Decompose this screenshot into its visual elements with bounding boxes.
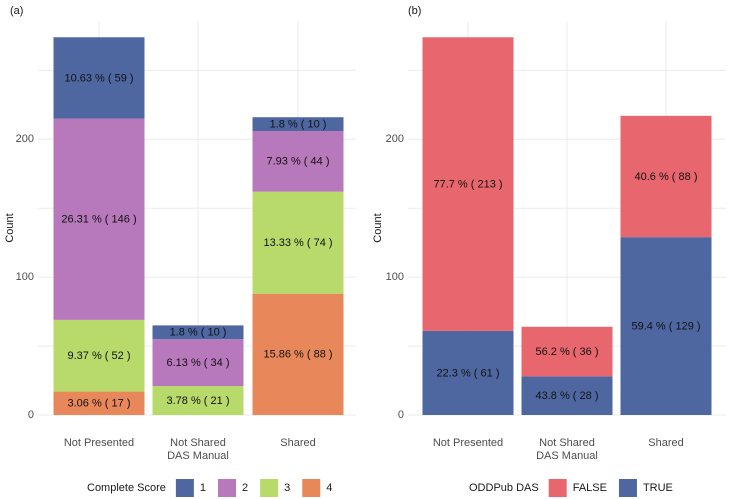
legend-key-1 [175, 479, 194, 497]
legend-key-false [548, 479, 567, 497]
legend-key-3 [260, 479, 279, 497]
bar-data-label: 9.37 % ( 52 ) [68, 350, 131, 362]
legend-key-true [618, 479, 637, 497]
y-axis-title: Count [4, 213, 16, 242]
bar-segment-false [422, 37, 514, 331]
bar-segment-2 [152, 339, 244, 387]
legend-label: 4 [326, 482, 332, 494]
bar-segment-false [620, 115, 712, 238]
bar-segment-true [422, 330, 514, 415]
x-tick-label: Not Presented [64, 437, 134, 449]
bar-data-label: 1.8 % ( 10 ) [170, 327, 227, 339]
y-tick-label: 0 [28, 409, 34, 421]
panel-b: (b) 0 100 200 Count 22.3 % ( 61 ) 43.8 % ( 28 … [372, 5, 726, 462]
bar-data-label: 77.7 % ( 213 ) [433, 178, 502, 190]
legend-key-2 [218, 479, 236, 497]
y-tick-label: 0 [398, 409, 404, 421]
bar-segment-1 [252, 117, 344, 132]
x-tick-label: Shared [648, 437, 683, 449]
bar-segment-false [521, 326, 613, 377]
bar-segment-2 [252, 131, 344, 192]
x-tick-label: Not Shared [170, 437, 226, 449]
bar-segment-3 [152, 386, 244, 415]
bar-data-label: 56.2 % ( 36 ) [536, 346, 599, 358]
bar-data-label: 22.3 % ( 61 ) [437, 367, 500, 379]
legend-title: Complete Score [87, 482, 166, 494]
legend-label: TRUE [643, 482, 673, 494]
x-tick-label: Not Shared [539, 437, 595, 449]
bar-data-label: 13.33 % ( 74 ) [263, 237, 332, 249]
x-tick-label: DAS Manual [167, 450, 229, 462]
y-axis-title: Count [372, 213, 384, 242]
bar-data-label: 7.93 % ( 44 ) [267, 156, 330, 168]
legend-label: 3 [284, 482, 290, 494]
legend-label: 1 [200, 482, 206, 494]
bar-data-label: 43.8 % ( 28 ) [536, 390, 599, 402]
bar-labels: 22.3 % ( 61 ) 43.8 % ( 28 ) 59.4 % ( 129 )… [433, 171, 700, 402]
x-tick-label: DAS Manual [536, 450, 598, 462]
bar-data-label: 1.8 % ( 10 ) [270, 119, 327, 131]
y-tick-label: 200 [16, 133, 34, 145]
legend-label: FALSE [573, 482, 607, 494]
bars [53, 37, 344, 415]
bar-segment-2 [53, 118, 145, 320]
bar-segment-3 [53, 319, 145, 392]
y-tick-label: 200 [386, 133, 404, 145]
bar-segment-1 [53, 37, 145, 119]
bar-data-label: 6.13 % ( 34 ) [167, 357, 230, 369]
y-tick-label: 100 [386, 271, 404, 283]
x-tick-label: Shared [280, 437, 315, 449]
legend-a: Complete Score 1 2 3 4 [87, 479, 332, 497]
bar-data-label: 59.4 % ( 129 ) [631, 320, 700, 332]
bar-segment-true [521, 376, 613, 415]
bar-labels: 3.06 % ( 17 ) 15.86 % ( 88 ) 9.37 % ( 52 )… [61, 72, 332, 409]
y-tick-label: 100 [16, 271, 34, 283]
legend-key-4 [302, 479, 321, 497]
bar-data-label: 40.6 % ( 88 ) [635, 171, 698, 183]
x-tick-label: Not Presented [433, 437, 503, 449]
bar-segment-4 [252, 293, 344, 415]
bar-segment-4 [53, 391, 145, 415]
bar-data-label: 26.31 % ( 146 ) [61, 214, 136, 226]
bar-segment-true [620, 237, 712, 415]
legend-label: 2 [242, 482, 248, 494]
bar-data-label: 3.06 % ( 17 ) [68, 398, 131, 410]
bar-data-label: 10.63 % ( 59 ) [64, 72, 133, 84]
panel-a: (a) 0 100 200 Count 3.06 % ( 17 ) 15.86 % ( 88… [4, 5, 356, 462]
bar-data-label: 15.86 % ( 88 ) [263, 349, 332, 361]
bar-data-label: 3.78 % ( 21 ) [167, 395, 230, 407]
legend-title: ODDPub DAS [469, 482, 539, 494]
panel-tag: (b) [408, 5, 421, 17]
bar-segment-3 [252, 191, 344, 294]
panel-tag: (a) [10, 5, 23, 17]
legend-b: ODDPub DAS FALSE TRUE [469, 479, 673, 497]
bar-segment-1 [152, 325, 244, 340]
bars [422, 37, 712, 415]
